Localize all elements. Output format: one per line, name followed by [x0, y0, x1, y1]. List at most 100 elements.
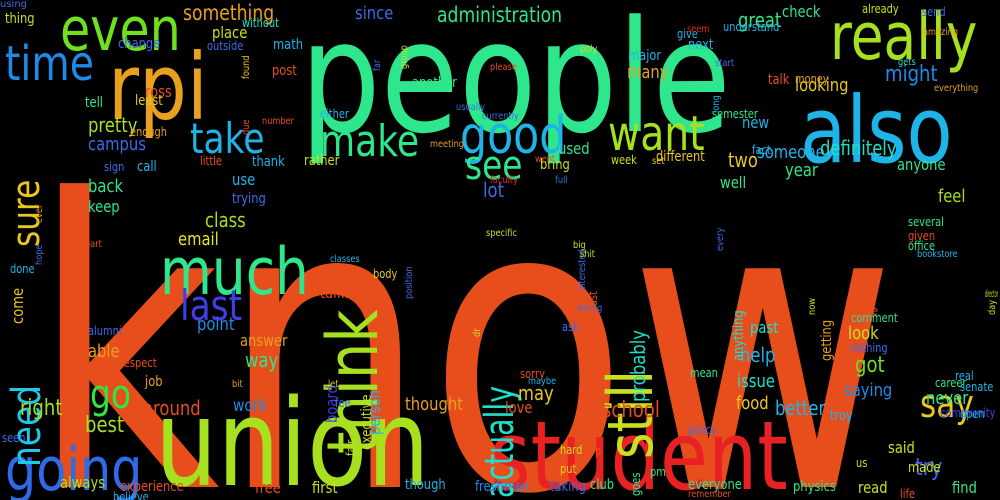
- word-149: fee: [335, 396, 351, 410]
- word-156: alumni: [88, 324, 122, 338]
- word-58: look: [848, 323, 879, 344]
- word-160: ever: [34, 204, 45, 223]
- word-7: really: [830, 0, 978, 75]
- word-88: though: [405, 477, 446, 493]
- word-60: probably: [626, 330, 650, 402]
- word-50: love: [505, 398, 533, 417]
- word-115: anything: [731, 310, 747, 361]
- word-64: definitely: [820, 136, 897, 160]
- word-13: good: [460, 106, 567, 166]
- word-30: got: [855, 353, 885, 378]
- word-38: pretty: [88, 113, 138, 137]
- word-69: talk: [768, 72, 790, 88]
- word-153: respect: [120, 356, 157, 370]
- word-23: say: [920, 382, 974, 426]
- word-84: always: [60, 473, 106, 492]
- word-99: tell: [85, 95, 103, 111]
- word-0: know: [30, 117, 897, 500]
- word-91: taking: [550, 479, 586, 495]
- word-122: already: [862, 2, 899, 16]
- word-113: bring: [540, 157, 570, 173]
- word-25: something: [183, 1, 275, 25]
- word-112: different: [656, 149, 705, 165]
- word-124: major: [628, 48, 662, 64]
- word-59: past: [750, 318, 779, 337]
- word-133: community: [940, 406, 996, 420]
- word-75: call: [137, 159, 157, 175]
- word-74: ross: [145, 82, 172, 101]
- word-126: semester: [712, 107, 758, 121]
- word-42: email: [178, 229, 219, 250]
- word-35: school: [602, 398, 660, 423]
- word-130: save: [855, 304, 879, 318]
- word-106: another: [412, 75, 457, 91]
- word-129: comment: [851, 311, 898, 325]
- word-55: food: [736, 393, 769, 414]
- word-171: currently: [482, 111, 519, 122]
- word-109: thank: [252, 154, 285, 170]
- word-94: find: [952, 478, 977, 497]
- word-119: give: [677, 27, 698, 41]
- word-57: saying: [844, 380, 893, 401]
- word-93: read: [858, 478, 888, 497]
- word-8: going: [5, 435, 143, 500]
- word-32: feel: [938, 186, 966, 207]
- word-197: dr: [472, 328, 483, 337]
- word-73: come: [8, 287, 27, 324]
- word-121: understand: [723, 20, 780, 34]
- word-123: send: [922, 5, 946, 19]
- word-98: job: [145, 374, 163, 390]
- word-15: take: [190, 114, 265, 163]
- word-86: free: [255, 478, 281, 497]
- word-161: found: [241, 55, 252, 79]
- word-37: right: [20, 396, 63, 421]
- word-78: change: [118, 36, 161, 52]
- word-147: sorry: [520, 367, 545, 381]
- word-44: way: [245, 348, 279, 372]
- word-56: never: [926, 388, 969, 409]
- word-155: believe: [113, 490, 149, 500]
- word-62: two: [728, 148, 758, 172]
- word-185: big: [573, 240, 586, 251]
- word-107: sign: [104, 160, 125, 174]
- word-40: back: [88, 176, 124, 197]
- word-45: answer: [240, 331, 288, 350]
- word-28: check: [782, 2, 821, 21]
- word-96: said: [888, 438, 915, 457]
- word-173: please: [490, 62, 517, 73]
- word-31: try: [915, 453, 943, 481]
- word-141: stop: [580, 444, 602, 458]
- word-54: issue: [737, 371, 775, 392]
- word-189: specific: [486, 228, 517, 239]
- word-137: policy: [688, 423, 717, 437]
- word-67: looking: [795, 75, 849, 96]
- word-157: part: [85, 239, 102, 250]
- word-4: rpi: [108, 34, 208, 141]
- word-182: everything: [934, 83, 979, 94]
- word-143: us: [856, 456, 868, 470]
- word-43: point: [197, 314, 235, 335]
- word-175: group: [399, 45, 410, 69]
- word-192: must: [586, 291, 600, 316]
- word-34: better: [775, 396, 826, 420]
- word-12: want: [608, 106, 705, 162]
- word-3: student: [490, 402, 788, 500]
- word-111: trying: [232, 191, 266, 207]
- word-29: might: [885, 62, 938, 87]
- word-131: nothing: [850, 341, 888, 355]
- word-193: ask: [562, 320, 579, 334]
- word-169: week: [611, 153, 637, 167]
- word-117: given: [908, 229, 936, 243]
- word-181: gets: [898, 57, 916, 68]
- word-108: little: [200, 154, 222, 168]
- word-47: around: [143, 396, 201, 420]
- word-195: day: [987, 299, 998, 315]
- word-65: anyone: [897, 155, 946, 174]
- word-1: people: [300, 0, 731, 168]
- word-144: pm: [650, 465, 666, 479]
- word-162: due: [241, 119, 252, 135]
- word-36: best: [85, 413, 125, 438]
- word-83: executive: [359, 394, 375, 450]
- word-104: outside: [207, 39, 244, 53]
- word-177: seem: [687, 24, 710, 35]
